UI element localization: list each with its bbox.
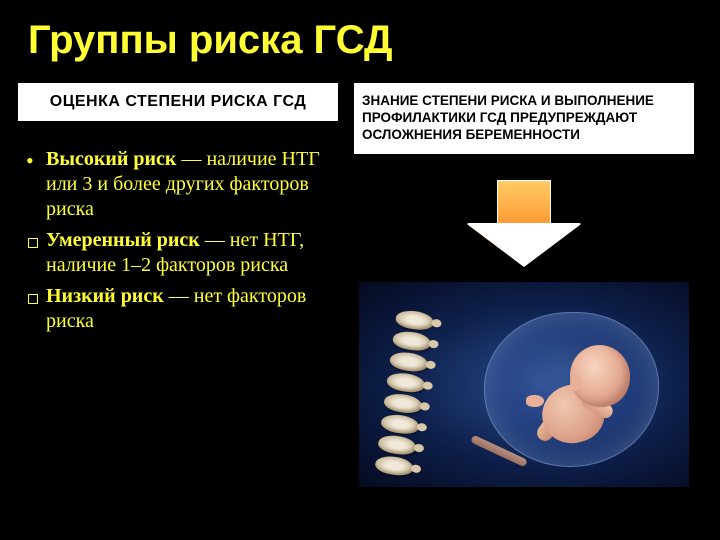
left-header-text: ОЦЕНКА СТЕПЕНИ РИСКА ГСД (26, 93, 330, 111)
term-moderate: Умеренный риск (46, 229, 200, 251)
fetus-graphic (514, 337, 634, 447)
bullet-moderate-risk: Умеренный риск — нет НТГ, наличие 1–2 фа… (18, 228, 338, 278)
content: ОЦЕНКА СТЕПЕНИ РИСКА ГСД Высокий риск — … (0, 63, 720, 487)
spine-graphic (373, 308, 456, 485)
fetus-illustration (359, 282, 689, 487)
left-header-box: ОЦЕНКА СТЕПЕНИ РИСКА ГСД (18, 83, 338, 121)
right-header-text: ЗНАНИЕ СТЕПЕНИ РИСКА И ВЫПОЛНЕНИЕ ПРОФИЛ… (362, 93, 686, 144)
right-column: ЗНАНИЕ СТЕПЕНИ РИСКА И ВЫПОЛНЕНИЕ ПРОФИЛ… (354, 83, 694, 487)
term-low: Низкий риск (46, 285, 164, 307)
arrow-container (354, 180, 694, 268)
slide-title: Группы риска ГСД (0, 0, 720, 63)
bullet-low-risk: Низкий риск — нет факторов риска (18, 284, 338, 334)
bullet-high-risk: Высокий риск — наличие НТГ или 3 и более… (18, 147, 338, 222)
left-column: ОЦЕНКА СТЕПЕНИ РИСКА ГСД Высокий риск — … (18, 83, 338, 487)
term-high: Высокий риск (46, 148, 176, 170)
right-header-box: ЗНАНИЕ СТЕПЕНИ РИСКА И ВЫПОЛНЕНИЕ ПРОФИЛ… (354, 83, 694, 154)
down-arrow-icon (468, 180, 580, 268)
